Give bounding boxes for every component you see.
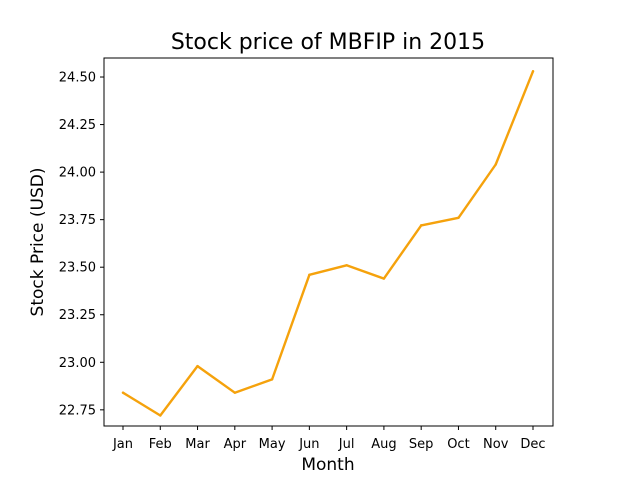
series-line xyxy=(121,70,535,417)
y-axis-label: Stock Price (USD) xyxy=(28,168,48,317)
data-point-nov xyxy=(494,163,497,166)
y-tick-label: 23.75 xyxy=(59,213,96,228)
x-tick-label: Oct xyxy=(447,437,469,452)
x-tick-label: Aug xyxy=(371,437,396,452)
x-tick-label: Apr xyxy=(224,437,247,452)
data-point-jan xyxy=(121,391,125,394)
y-tick-label: 23.25 xyxy=(59,308,96,323)
x-tick-label: Jun xyxy=(298,437,319,452)
data-point-oct xyxy=(457,216,460,219)
chart-title: Stock price of MBFIP in 2015 xyxy=(171,30,485,55)
y-tick-label: 23.00 xyxy=(59,356,96,371)
y-tick-label: 23.50 xyxy=(59,261,96,276)
y-tick-label: 24.25 xyxy=(59,118,96,133)
x-axis-label: Month xyxy=(301,455,354,475)
x-tick-label: Mar xyxy=(185,437,210,452)
x-tick-label: Nov xyxy=(483,437,509,452)
data-point-may xyxy=(270,378,274,381)
data-point-aug xyxy=(382,277,386,280)
x-tick-label: Sep xyxy=(409,437,434,452)
data-point-jun xyxy=(308,273,311,277)
y-tick-label: 22.75 xyxy=(59,403,96,418)
y-axis: 22.75 23.00 23.25 23.50 23.75 24.00 24.25 24.50 xyxy=(59,71,104,418)
x-tick-label: Jan xyxy=(112,437,133,452)
x-tick-label: Jul xyxy=(338,437,355,452)
data-point-apr xyxy=(233,391,237,394)
x-axis: Jan Feb Mar Apr May Jun Jul Aug Sep Oct Nov Dec xyxy=(112,426,546,452)
data-point-feb xyxy=(159,414,162,417)
y-tick-label: 24.00 xyxy=(59,166,96,181)
data-point-mar xyxy=(196,364,199,368)
x-tick-label: Feb xyxy=(149,437,172,452)
data-point-sep xyxy=(419,224,423,227)
x-tick-label: May xyxy=(259,437,286,452)
series-layer xyxy=(121,70,535,417)
x-tick-label: Dec xyxy=(520,437,545,452)
plot-area-frame xyxy=(103,57,554,427)
data-point-dec xyxy=(531,70,535,73)
data-point-jul xyxy=(345,264,348,267)
y-tick-label: 24.50 xyxy=(59,71,96,86)
